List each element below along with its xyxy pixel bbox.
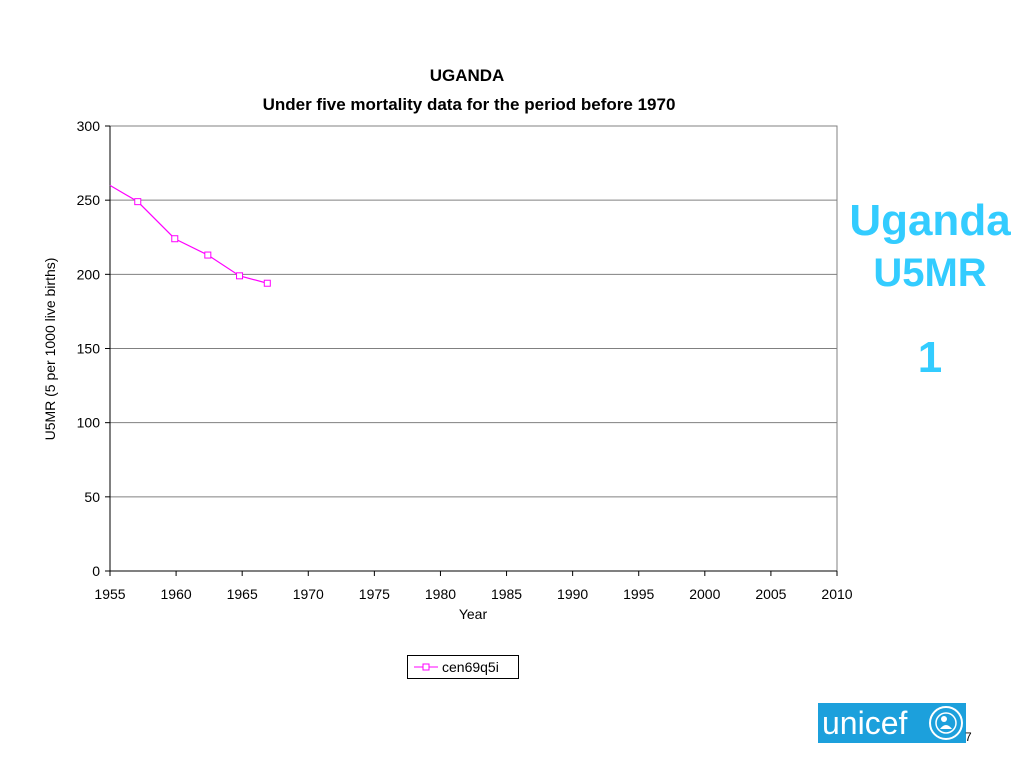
data-point — [134, 198, 142, 206]
x-tick-label: 1960 — [161, 586, 192, 602]
x-tick-label: 1990 — [557, 586, 588, 602]
data-point — [204, 251, 212, 259]
side-title-number: 1 — [917, 333, 943, 382]
unicef-logo-text: unicef — [822, 705, 908, 741]
x-tick-label: 1975 — [359, 586, 390, 602]
y-tick-label: 50 — [84, 489, 100, 505]
unicef-emblem-icon — [929, 706, 963, 740]
x-tick-label: 1970 — [293, 586, 324, 602]
x-tick-label: 2000 — [689, 586, 720, 602]
x-axis-label: Year — [459, 606, 488, 622]
data-point — [236, 272, 244, 280]
y-tick-label: 0 — [92, 563, 100, 579]
chart-subtitle: Under five mortality data for the period… — [263, 95, 676, 114]
y-tick-label: 150 — [77, 341, 101, 357]
y-tick-label: 200 — [77, 266, 101, 282]
legend-label: cen69q5i — [442, 659, 499, 675]
series-line — [109, 184, 268, 284]
x-tick-label: 2010 — [821, 586, 852, 602]
series-layer — [109, 184, 271, 287]
x-tick-label: 1985 — [491, 586, 522, 602]
x-tick-label: 2005 — [755, 586, 786, 602]
x-tick-label: 1965 — [227, 586, 258, 602]
legend: cen69q5i — [407, 655, 519, 679]
legend-line-marker-icon — [414, 663, 438, 671]
x-tick-label: 1995 — [623, 586, 654, 602]
y-tick-label: 250 — [77, 192, 101, 208]
y-axis-label: U5MR (5 per 1000 live births) — [42, 258, 58, 441]
unicef-logo: unicef — [818, 703, 966, 743]
data-point — [171, 235, 179, 243]
grid-lines — [110, 199, 837, 498]
y-tick-label: 100 — [77, 415, 101, 431]
side-title-metric: U5MR — [873, 251, 987, 295]
side-title-country: Uganda — [849, 196, 1011, 245]
page-number: 7 — [965, 730, 972, 744]
x-tick-label: 1955 — [94, 586, 125, 602]
y-tick-label: 300 — [77, 118, 101, 134]
chart-title: UGANDA — [430, 66, 505, 85]
data-point — [263, 279, 271, 287]
x-tick-label: 1980 — [425, 586, 456, 602]
axes: 0 50 100 150 200 250 300 1955 1960 1965 1970 1975 19… — [77, 118, 853, 602]
